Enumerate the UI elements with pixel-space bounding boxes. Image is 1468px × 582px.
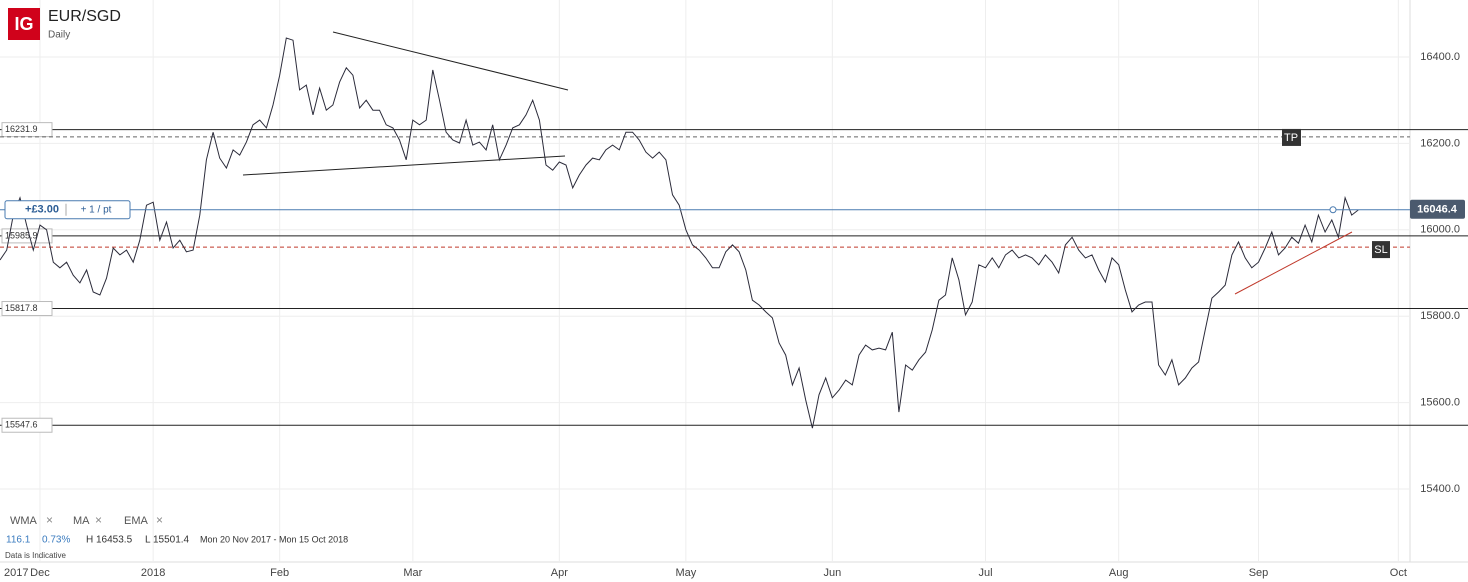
y-tick-label: 15600.0 [1420,397,1460,409]
level-label: 16231.9 [5,124,38,134]
indicator[interactable]: WMA [10,515,38,527]
logo [8,8,40,40]
remove-icon[interactable]: × [46,513,53,527]
price-line [0,37,1359,429]
indicator[interactable]: MA [73,515,90,527]
indicator[interactable]: EMA [124,515,149,527]
x-tick-label: May [675,567,696,579]
position-box[interactable] [4,200,131,220]
levels: 16231.9 15985.9 15817.8 15547.6 TP SL [0,122,1468,433]
overlay: +£3.00 + 1 / pt 16046.4 [0,199,1465,220]
chart-subtitle: Daily [48,30,70,41]
x-tick-label: 2017 [4,567,28,579]
x-tick-label: Aug [1109,567,1129,579]
date-range: Mon 20 Nov 2017 - Mon 15 Oct 2018 [200,534,348,544]
position-marker [1329,206,1337,214]
price-tag [1410,199,1465,219]
level-label: 15817.8 [5,303,38,313]
series [0,37,1359,429]
chart-title: EUR/SGD [48,8,121,25]
y-tick-label: 16400.0 [1420,51,1460,63]
x-tick-label: Jul [978,567,992,579]
change-pct: 0.73% [42,535,70,546]
x-tick-label: 2018 [141,567,165,579]
y-tick-label: 15400.0 [1420,483,1460,495]
x-tick-label: Jun [823,567,841,579]
trend-line [1234,231,1353,295]
sl-box [1372,241,1390,259]
trend-line [332,31,569,91]
y-tick-label: 16200.0 [1420,137,1460,149]
y-tick-label: 16000.0 [1420,224,1460,236]
x-tick-label: Sep [1249,567,1269,579]
price-tag-label: 16046.4 [1417,204,1458,216]
x-tick-label: Apr [551,567,568,579]
x-tick-label: Dec [30,567,50,579]
x-tick-label: Feb [270,567,289,579]
level-label-box [1,228,53,244]
x-tick-label: Mar [403,567,422,579]
level-label: 15547.6 [5,420,38,430]
position-size: + 1 / pt [81,204,112,215]
low: L 15501.4 [145,535,190,546]
remove-icon[interactable]: × [156,513,163,527]
trend-line [242,155,566,176]
position-profit: +£3.00 [25,204,59,216]
level-label-box [1,122,53,138]
info: WMA × MA × EMA × 116.1 0.73% H 16453.5 L… [5,513,348,560]
x-tick-label: Oct [1390,567,1407,579]
tp-label: TP [1284,132,1298,144]
sl-label: SL [1374,244,1387,256]
level-label-box [1,301,53,317]
level-label: 15985.9 [5,230,38,240]
high: H 16453.5 [86,535,133,546]
note: Data is Indicative [5,551,66,560]
remove-icon[interactable]: × [95,513,102,527]
tp-box [1282,128,1301,146]
y-tick-label: 15800.0 [1420,310,1460,322]
change: 116.1 [6,535,31,546]
logo-text: IG [14,14,33,34]
level-label-box [1,417,53,433]
